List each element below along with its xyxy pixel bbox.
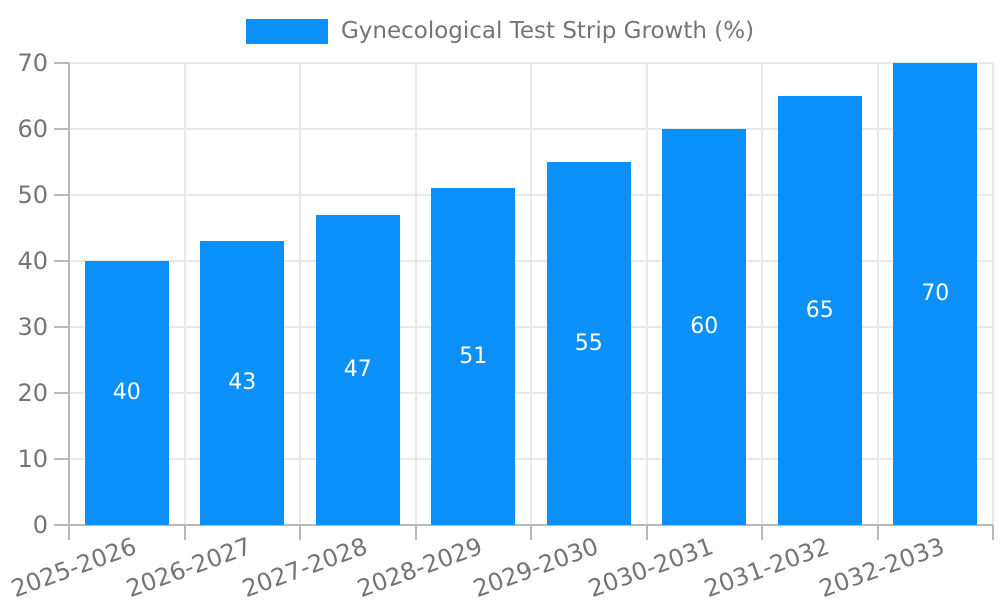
legend-label: Gynecological Test Strip Growth (%) bbox=[340, 18, 755, 44]
bar-value-label: 70 bbox=[921, 281, 950, 306]
x-tick-label: 2030-2031 bbox=[584, 532, 718, 600]
gridline-vertical bbox=[183, 63, 186, 525]
x-tick bbox=[299, 525, 301, 540]
bar-value-label: 40 bbox=[112, 380, 141, 405]
bar-value-label: 65 bbox=[805, 297, 834, 323]
bar-value-label: 55 bbox=[574, 330, 603, 356]
x-tick bbox=[530, 525, 532, 540]
y-tick bbox=[54, 260, 69, 262]
x-tick-label: 2025-2026 bbox=[7, 532, 140, 600]
gridline-vertical bbox=[992, 63, 994, 525]
gridline-vertical bbox=[645, 63, 648, 525]
bar bbox=[893, 63, 978, 525]
x-tick bbox=[414, 525, 417, 540]
y-tick-label: 60 bbox=[17, 115, 48, 143]
x-tick bbox=[183, 525, 186, 540]
y-tick bbox=[54, 392, 69, 394]
x-tick-label: 2027-2028 bbox=[238, 532, 371, 600]
y-tick-label: 40 bbox=[17, 247, 48, 275]
y-tick-label: 20 bbox=[17, 379, 48, 407]
y-tick-label: 50 bbox=[17, 181, 48, 209]
y-tick bbox=[54, 62, 69, 64]
y-tick bbox=[54, 128, 69, 130]
bar-value-label: 47 bbox=[343, 356, 372, 382]
bar bbox=[546, 162, 631, 525]
x-tick bbox=[68, 525, 70, 540]
gridline-vertical bbox=[530, 63, 532, 525]
y-tick-label: 0 bbox=[32, 511, 48, 539]
y-tick bbox=[54, 524, 69, 526]
x-tick-label: 2026-2027 bbox=[122, 532, 256, 600]
x-tick-label: 2028-2029 bbox=[353, 532, 487, 600]
y-tick bbox=[54, 458, 69, 460]
y-tick-label: 30 bbox=[17, 313, 48, 341]
gridline-vertical bbox=[876, 63, 879, 525]
bar bbox=[662, 129, 747, 525]
gridline-vertical bbox=[761, 63, 763, 525]
bar bbox=[200, 241, 285, 525]
y-tick bbox=[54, 194, 69, 196]
x-tick-label: 2031-2032 bbox=[700, 532, 833, 600]
x-tick-label: 2029-2030 bbox=[469, 532, 602, 600]
y-tick-label: 10 bbox=[17, 445, 48, 473]
x-axis-line bbox=[69, 524, 993, 526]
x-tick bbox=[645, 525, 648, 540]
x-tick-label: 2032-2033 bbox=[815, 532, 949, 600]
y-axis-line bbox=[68, 63, 70, 525]
bar bbox=[431, 188, 516, 525]
x-tick bbox=[992, 525, 994, 540]
legend: Gynecological Test Strip Growth (%) bbox=[0, 16, 1000, 46]
bar bbox=[84, 261, 169, 525]
x-tick bbox=[876, 525, 879, 540]
y-tick bbox=[54, 326, 69, 328]
gridline-vertical bbox=[414, 63, 417, 525]
y-tick-label: 70 bbox=[17, 49, 48, 77]
gridline-vertical bbox=[299, 63, 301, 525]
bar bbox=[315, 214, 400, 525]
bar-value-label: 43 bbox=[228, 370, 257, 396]
legend-swatch bbox=[245, 18, 328, 44]
bar-value-label: 60 bbox=[690, 314, 719, 339]
x-tick bbox=[761, 525, 763, 540]
bar-value-label: 51 bbox=[459, 343, 488, 369]
bar bbox=[777, 96, 862, 525]
